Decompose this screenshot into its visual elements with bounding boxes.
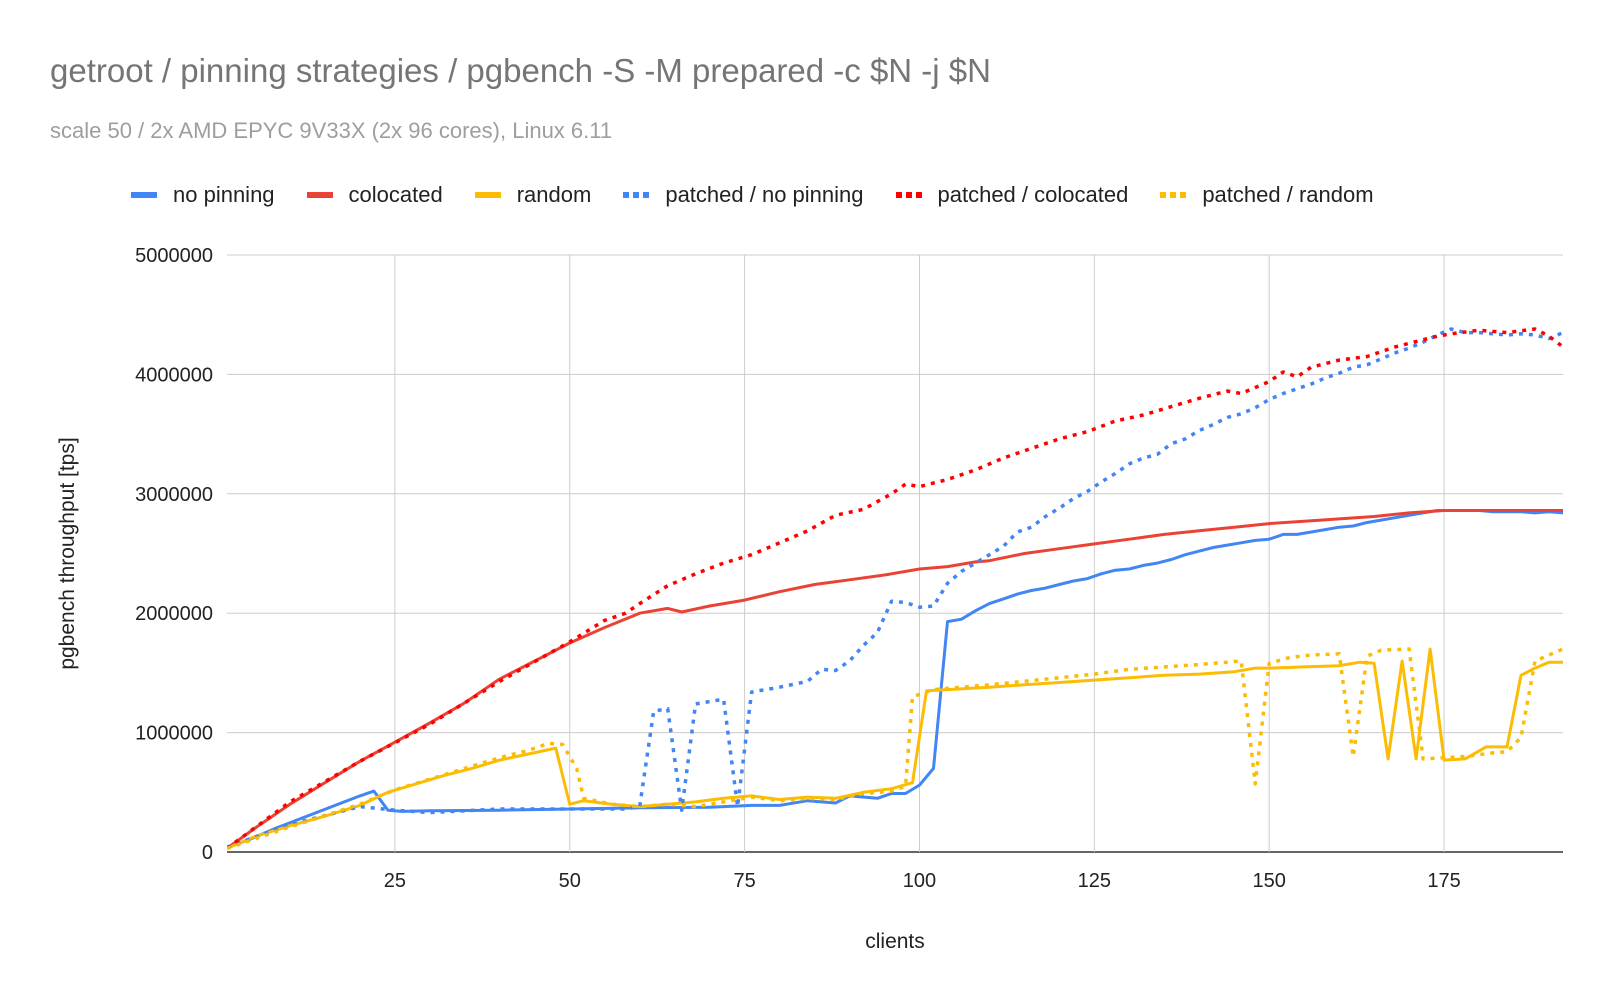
legend-swatch-patched-colocated xyxy=(895,192,922,198)
legend-swatch-colocated xyxy=(306,192,333,198)
series-line-patched-random xyxy=(227,647,1563,851)
x-tick-label: 50 xyxy=(559,870,581,892)
x-tick-label: 175 xyxy=(1427,870,1460,892)
legend-swatch-no-pinning xyxy=(131,192,157,198)
legend-label-no-pinning: no pinning xyxy=(173,182,275,207)
legend-label-colocated: colocated xyxy=(348,182,443,207)
y-tick-label: 4000000 xyxy=(135,364,213,386)
legend-label-patched-no-pinning: patched / no pinning xyxy=(665,182,864,207)
x-tick-label: 125 xyxy=(1078,870,1111,892)
legend-item-patched-random[interactable]: patched / random xyxy=(1160,182,1374,208)
chart-legend: no pinning colocated random patched / no pi… xyxy=(131,180,1406,210)
series-line-no-pinning xyxy=(227,509,1563,849)
x-tick-label: 75 xyxy=(733,870,755,892)
x-axis-title: clients xyxy=(865,930,925,953)
legend-swatch-patched-no-pinning xyxy=(623,192,650,198)
x-tick-label: 100 xyxy=(903,870,936,892)
y-axis-title: pgbench throughput [tps] xyxy=(56,437,79,669)
y-tick-label: 0 xyxy=(202,842,213,864)
y-tick-label: 1000000 xyxy=(135,723,213,745)
legend-label-random: random xyxy=(516,182,592,207)
legend-item-patched-no-pinning[interactable]: patched / no pinning xyxy=(623,182,864,208)
legend-item-patched-colocated[interactable]: patched / colocated xyxy=(895,182,1129,208)
legend-swatch-patched-random xyxy=(1160,192,1187,198)
y-tick-label: 2000000 xyxy=(135,603,213,625)
series-line-patched-no-pinning xyxy=(227,327,1563,849)
x-tick-label: 25 xyxy=(384,870,406,892)
legend-item-no-pinning[interactable]: no pinning xyxy=(131,182,275,208)
legend-swatch-random xyxy=(474,192,501,198)
series-line-colocated xyxy=(227,509,1563,850)
legend-item-colocated[interactable]: colocated xyxy=(306,182,443,208)
y-tick-label: 5000000 xyxy=(135,245,213,267)
x-tick-label: 150 xyxy=(1253,870,1286,892)
series-line-random xyxy=(227,647,1563,850)
chart-title: getroot / pinning strategies / pgbench -… xyxy=(50,52,991,89)
legend-label-patched-colocated: patched / colocated xyxy=(937,182,1129,207)
legend-item-random[interactable]: random xyxy=(474,182,592,208)
legend-label-patched-random: patched / random xyxy=(1202,182,1374,207)
chart-subtitle: scale 50 / 2x AMD EPYC 9V33X (2x 96 core… xyxy=(50,118,613,143)
series-line-patched-colocated xyxy=(227,327,1563,850)
y-tick-label: 3000000 xyxy=(135,484,213,506)
